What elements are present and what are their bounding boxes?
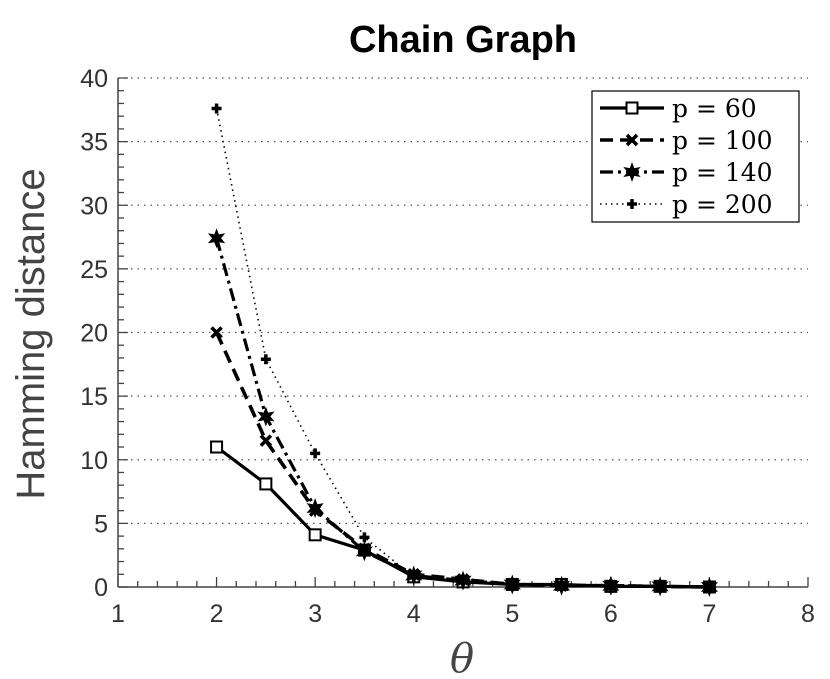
legend-marker [623,162,641,182]
data-point [259,477,273,491]
data-point [211,103,222,114]
x-tick-label: 7 [702,600,716,628]
data-point [359,532,370,543]
x-tick-label: 5 [505,600,519,628]
legend-marker [625,101,639,115]
data-point [507,578,518,589]
data-point [210,326,223,339]
y-tick-label: 15 [80,383,108,411]
series-line [215,237,710,589]
chart-title: Chain Graph [349,19,577,61]
x-axis-label: θ [450,636,474,679]
y-axis-label: Hamming distance [9,168,53,499]
data-point [458,574,468,585]
x-tick-label: 1 [111,600,125,628]
y-tick-label: 5 [94,510,108,538]
data-point [260,354,271,365]
legend-label: p = 200 [672,190,773,219]
legend-label: p = 60 [672,94,757,123]
series-2 [207,228,719,597]
x-tick-label: 8 [801,600,815,628]
data-point [605,579,616,590]
series-3 [211,103,715,592]
data-point [306,498,324,519]
x-tick-label: 3 [308,600,322,628]
data-point [704,581,715,592]
y-tick-label: 30 [80,192,108,220]
y-tick-label: 40 [80,65,108,93]
x-tick-label: 6 [604,600,618,628]
y-tick-label: 35 [80,129,108,157]
data-point [556,579,567,590]
series-group [207,103,719,597]
legend-label: p = 100 [672,126,773,155]
data-point [408,571,419,582]
y-tick-label: 0 [94,574,108,602]
data-point [259,434,273,447]
x-tick-label: 2 [210,600,224,628]
y-tick-label: 20 [80,320,108,348]
legend-marker [627,199,637,209]
data-point [655,580,666,591]
data-point [308,528,322,542]
y-tick-label: 10 [80,447,108,475]
x-tick-label: 4 [407,600,421,628]
series-line [215,445,710,589]
legend-label: p = 140 [672,158,773,187]
data-point [257,406,275,427]
data-point [355,541,374,562]
series-0 [210,440,716,594]
data-point [310,448,321,459]
grid [118,77,808,525]
data-point [207,228,226,249]
legend-marker [625,133,639,147]
legend: p = 60 p = 100 p = 140 p = 200 [591,90,800,223]
y-tick-label: 25 [80,256,108,284]
data-point [210,440,224,454]
